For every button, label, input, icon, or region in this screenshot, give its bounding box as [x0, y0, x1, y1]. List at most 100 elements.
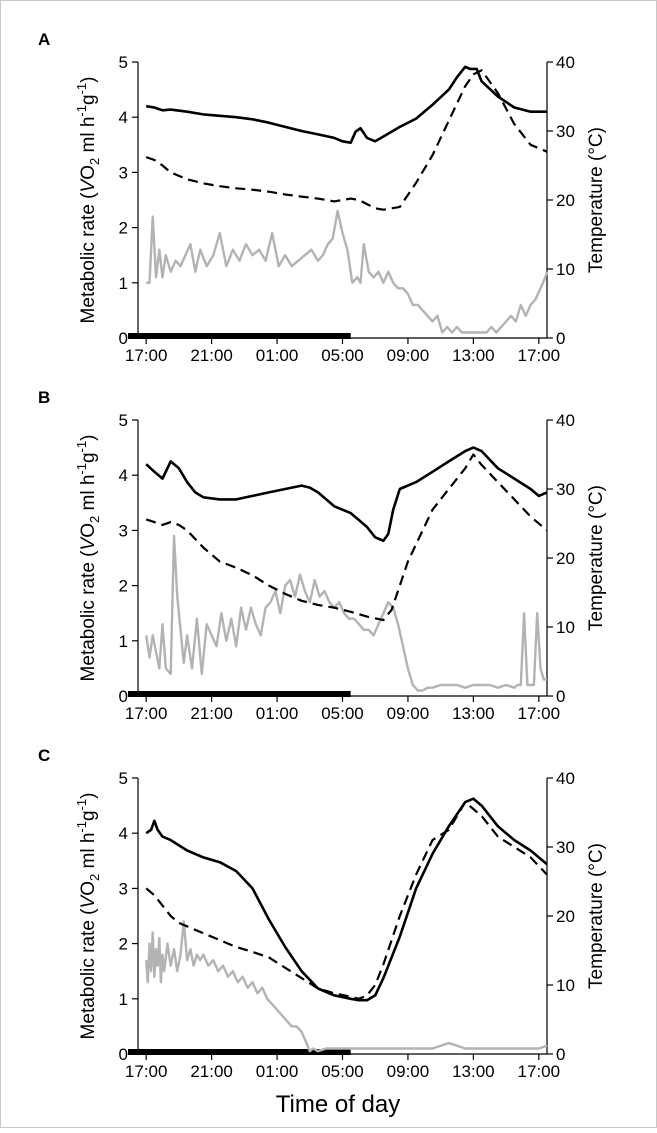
panel-a: A 0 1 2 3 4 5 0 10 20 30 40 17:00 21:00 01:00 05:00 09:0… — [38, 30, 607, 365]
y2-tick-label: 40 — [556, 769, 575, 788]
y-axis-label-part: ml h — [78, 833, 99, 874]
y-axis-label-part: ) — [78, 77, 99, 83]
y2-tick-label: 40 — [556, 411, 575, 430]
y2-axis-label: Temperature (°C) — [586, 843, 607, 989]
y2-tick-label: 30 — [556, 480, 575, 499]
y-axis-label-part: ml h — [78, 475, 99, 516]
x-tick-label: 01:00 — [256, 704, 299, 723]
night-period-bar — [128, 691, 351, 697]
y-tick-label: 3 — [119, 163, 128, 182]
x-tick-label: 13:00 — [452, 704, 495, 723]
y-tick-label: 0 — [119, 329, 128, 348]
y-axis-label-part: 2 — [87, 874, 102, 881]
y-axis-label: Metabolic rate (VO2 ml h-1g-1) — [74, 435, 102, 682]
x-axis-label: Time of day — [276, 1091, 401, 1118]
x-tick-label: 13:00 — [452, 1062, 495, 1081]
x-tick-label: 09:00 — [387, 1062, 430, 1081]
y-axis-label-part: -1 — [74, 463, 89, 475]
night-period-bar — [128, 1049, 351, 1055]
series-line-gray — [146, 209, 549, 334]
y2-tick-label: 10 — [556, 260, 575, 279]
y2-tick-label: 20 — [556, 907, 575, 926]
series-line-dashed — [145, 800, 548, 1000]
x-tick-label: 17:00 — [125, 346, 168, 365]
y-tick-label: 4 — [119, 108, 128, 127]
y2-tick-label: 30 — [556, 122, 575, 141]
y-tick-label: 3 — [119, 879, 128, 898]
y-tick-label: 1 — [119, 632, 128, 651]
series-line-dashed — [145, 69, 548, 211]
y-axis-label-part: O — [78, 165, 99, 180]
y-tick-label: 1 — [119, 990, 128, 1009]
y2-tick-label: 20 — [556, 549, 575, 568]
panel-label: C — [38, 746, 50, 765]
y-axis-label-part: -1 — [74, 821, 89, 833]
y-axis-label-part: ) — [78, 793, 99, 799]
y-tick-label: 1 — [119, 274, 128, 293]
y2-tick-label: 0 — [556, 687, 565, 706]
panel-b: B 0 1 2 3 4 5 0 10 20 30 40 17:00 21:00 01:00 05:00 09:0… — [38, 388, 607, 723]
y2-axis-label: Temperature (°C) — [586, 485, 607, 631]
y-axis-label-part: g — [78, 94, 99, 105]
y-axis-label-part: Metabolic rate ( — [78, 192, 99, 324]
y-axis-label: Metabolic rate (VO2 ml h-1g-1) — [74, 793, 102, 1040]
y-axis-label-part: V — [78, 893, 99, 908]
y2-tick-label: 40 — [556, 53, 575, 72]
x-tick-label: 21:00 — [190, 1062, 233, 1081]
panel-label: B — [38, 388, 50, 407]
night-period-bar — [128, 333, 351, 339]
x-tick-label: 01:00 — [256, 1062, 299, 1081]
y-axis-label-part: O — [78, 523, 99, 538]
panel-c: C 0 1 2 3 4 5 0 10 20 30 40 17:00 21:00 01:00 05:00 09:0… — [38, 746, 607, 1081]
x-tick-label: 17:00 — [125, 704, 168, 723]
y-axis-label-part: 2 — [87, 158, 102, 165]
y2-tick-label: 10 — [556, 618, 575, 637]
x-tick-label: 05:00 — [321, 1062, 364, 1081]
y-tick-label: 0 — [119, 687, 128, 706]
y2-tick-label: 20 — [556, 191, 575, 210]
series-line-gray — [145, 534, 547, 692]
y-axis-label-part: O — [78, 881, 99, 896]
series-line-gray — [145, 920, 548, 1053]
y2-tick-label: 0 — [556, 1045, 565, 1064]
x-tick-label: 17:00 — [125, 1062, 168, 1081]
x-tick-label: 09:00 — [387, 346, 430, 365]
y-axis-label-part: Metabolic rate ( — [78, 550, 99, 682]
y-axis-label-part: g — [78, 810, 99, 821]
y-axis-label-part: ml h — [78, 117, 99, 158]
x-tick-label: 21:00 — [190, 704, 233, 723]
y-tick-label: 2 — [119, 219, 128, 238]
panel-label: A — [38, 30, 50, 49]
y-tick-label: 4 — [119, 466, 128, 485]
y-tick-label: 5 — [119, 769, 128, 788]
series-line-solid — [145, 65, 547, 144]
y-axis-label: Metabolic rate (VO2 ml h-1g-1) — [74, 77, 102, 324]
y-axis-label-part: -1 — [74, 441, 89, 453]
x-tick-label: 05:00 — [321, 704, 364, 723]
y2-tick-label: 30 — [556, 838, 575, 857]
x-tick-label: 09:00 — [387, 704, 430, 723]
y-tick-label: 2 — [119, 577, 128, 596]
y-axis-label-part: V — [78, 535, 99, 550]
y-axis-label-part: V — [78, 177, 99, 192]
series-line-solid — [145, 446, 548, 543]
x-tick-label: 01:00 — [256, 346, 299, 365]
y-tick-label: 5 — [119, 411, 128, 430]
y2-tick-label: 0 — [556, 329, 565, 348]
y-axis-label-part: g — [78, 452, 99, 463]
x-tick-label: 21:00 — [190, 346, 233, 365]
y-tick-label: 0 — [119, 1045, 128, 1064]
x-tick-label: 17:00 — [518, 346, 561, 365]
x-tick-label: 13:00 — [452, 346, 495, 365]
y-axis-label-part: 2 — [87, 516, 102, 523]
series-line-solid — [145, 797, 548, 1002]
y-axis-label-part: -1 — [74, 105, 89, 117]
x-tick-label: 17:00 — [518, 1062, 561, 1081]
y-tick-label: 3 — [119, 521, 128, 540]
y-axis-label-part: -1 — [74, 799, 89, 811]
y2-tick-label: 10 — [556, 976, 575, 995]
x-tick-label: 17:00 — [518, 704, 561, 723]
